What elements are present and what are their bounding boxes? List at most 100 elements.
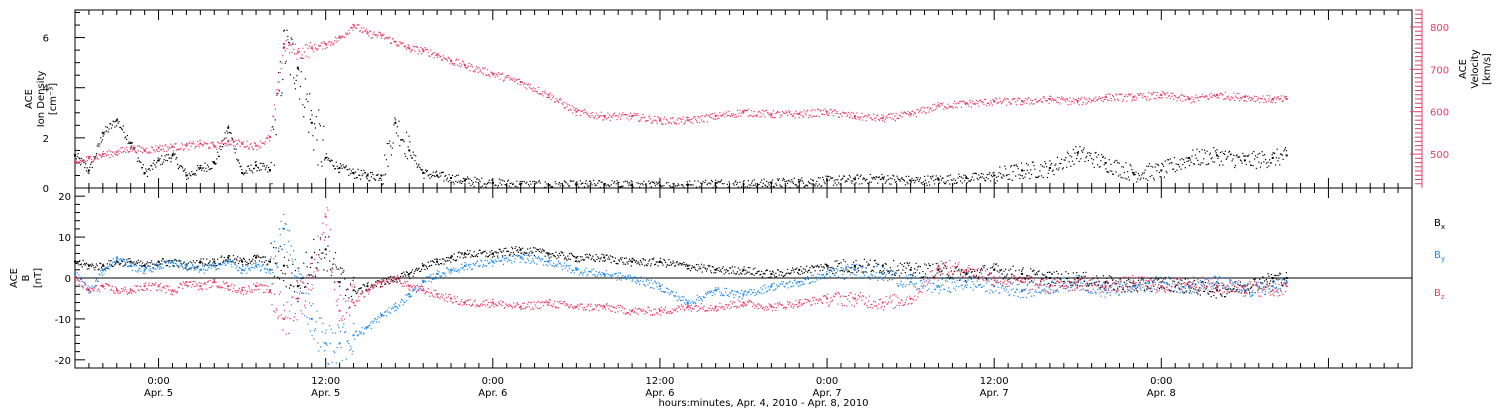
bx-point (1127, 287, 1128, 288)
density-point (453, 182, 454, 183)
density-point (398, 121, 399, 122)
bx-point (1181, 280, 1182, 281)
velocity-point (562, 104, 563, 105)
density-point (1202, 162, 1203, 163)
density-point (249, 168, 250, 169)
bx-point (558, 257, 559, 258)
density-point (286, 30, 287, 31)
bx-point (416, 268, 417, 269)
bx-point (1007, 274, 1008, 275)
velocity-point (306, 56, 307, 57)
velocity-point (597, 115, 598, 116)
velocity-point (854, 115, 856, 117)
bx-point (388, 282, 389, 283)
velocity-point (528, 83, 529, 84)
bx-point (792, 267, 793, 268)
density-point (295, 88, 296, 89)
density-point (127, 135, 128, 136)
density-point (590, 181, 591, 182)
velocity-point (947, 104, 948, 105)
velocity-point (294, 53, 295, 54)
velocity-point (180, 148, 181, 149)
bx-point (860, 266, 861, 267)
density-point (765, 185, 766, 186)
bx-point (1073, 272, 1074, 273)
velocity-point (600, 115, 601, 116)
density-point (373, 178, 374, 179)
density-point (1248, 154, 1249, 155)
bx-point (469, 253, 470, 254)
velocity-point (990, 101, 991, 102)
velocity-point (143, 148, 144, 149)
bx-point (283, 265, 285, 267)
velocity-point (586, 112, 587, 113)
density-point (886, 181, 887, 182)
bx-point (1075, 283, 1076, 284)
bx-point (749, 272, 750, 273)
bx-point (1145, 285, 1146, 286)
bx-point (265, 256, 266, 257)
bx-point (146, 263, 147, 264)
velocity-point (407, 47, 408, 48)
density-point (263, 163, 264, 164)
velocity-point (329, 42, 330, 43)
velocity-point (172, 146, 173, 147)
bx-point (937, 269, 939, 271)
velocity-point (428, 52, 429, 53)
density-point (1118, 175, 1119, 176)
bx-point (571, 254, 572, 255)
velocity-point (1131, 100, 1132, 101)
velocity-point (383, 34, 384, 35)
velocity-point (659, 121, 660, 122)
bx-point (1164, 288, 1165, 289)
bx-point (686, 264, 687, 265)
density-point (849, 175, 850, 176)
velocity-point (431, 54, 432, 55)
density-point (1183, 159, 1184, 160)
bx-point (596, 254, 597, 255)
bx-point (1049, 272, 1050, 273)
velocity-point (170, 144, 171, 145)
bx-point (415, 269, 416, 270)
density-point (315, 127, 316, 128)
velocity-point (985, 99, 986, 100)
velocity-point (85, 161, 86, 162)
bx-point (703, 267, 704, 268)
density-point (448, 181, 449, 182)
density-point (893, 175, 894, 176)
density-point (1261, 163, 1262, 164)
bx-point (493, 254, 494, 255)
velocity-point (1276, 98, 1277, 99)
bx-point (227, 257, 229, 259)
velocity-point (1164, 93, 1165, 94)
density-point (1098, 154, 1099, 155)
velocity-point (829, 113, 830, 114)
density-point (267, 171, 268, 172)
velocity-point (1099, 96, 1100, 97)
bx-point (866, 267, 867, 268)
density-point (1087, 153, 1088, 154)
time-tick-date: Apr. 7 (980, 388, 1009, 399)
bx-point (243, 258, 244, 259)
bx-point (903, 266, 904, 267)
velocity-point (919, 111, 920, 112)
bx-point (609, 259, 610, 260)
density-point (1125, 162, 1126, 163)
velocity-point (1037, 102, 1038, 103)
density-point (407, 158, 408, 159)
velocity-point (1156, 95, 1157, 96)
density-point (306, 94, 307, 95)
density-point (646, 185, 647, 186)
density-point (760, 182, 761, 183)
density-point (702, 183, 703, 184)
bx-point (550, 256, 551, 257)
density-point (245, 170, 246, 171)
bx-point (707, 268, 708, 269)
density-point (1115, 160, 1116, 161)
density-point (918, 181, 919, 182)
velocity-point (1032, 100, 1033, 101)
velocity-point (1023, 102, 1024, 103)
density-point (284, 30, 285, 31)
bx-point (945, 266, 946, 267)
